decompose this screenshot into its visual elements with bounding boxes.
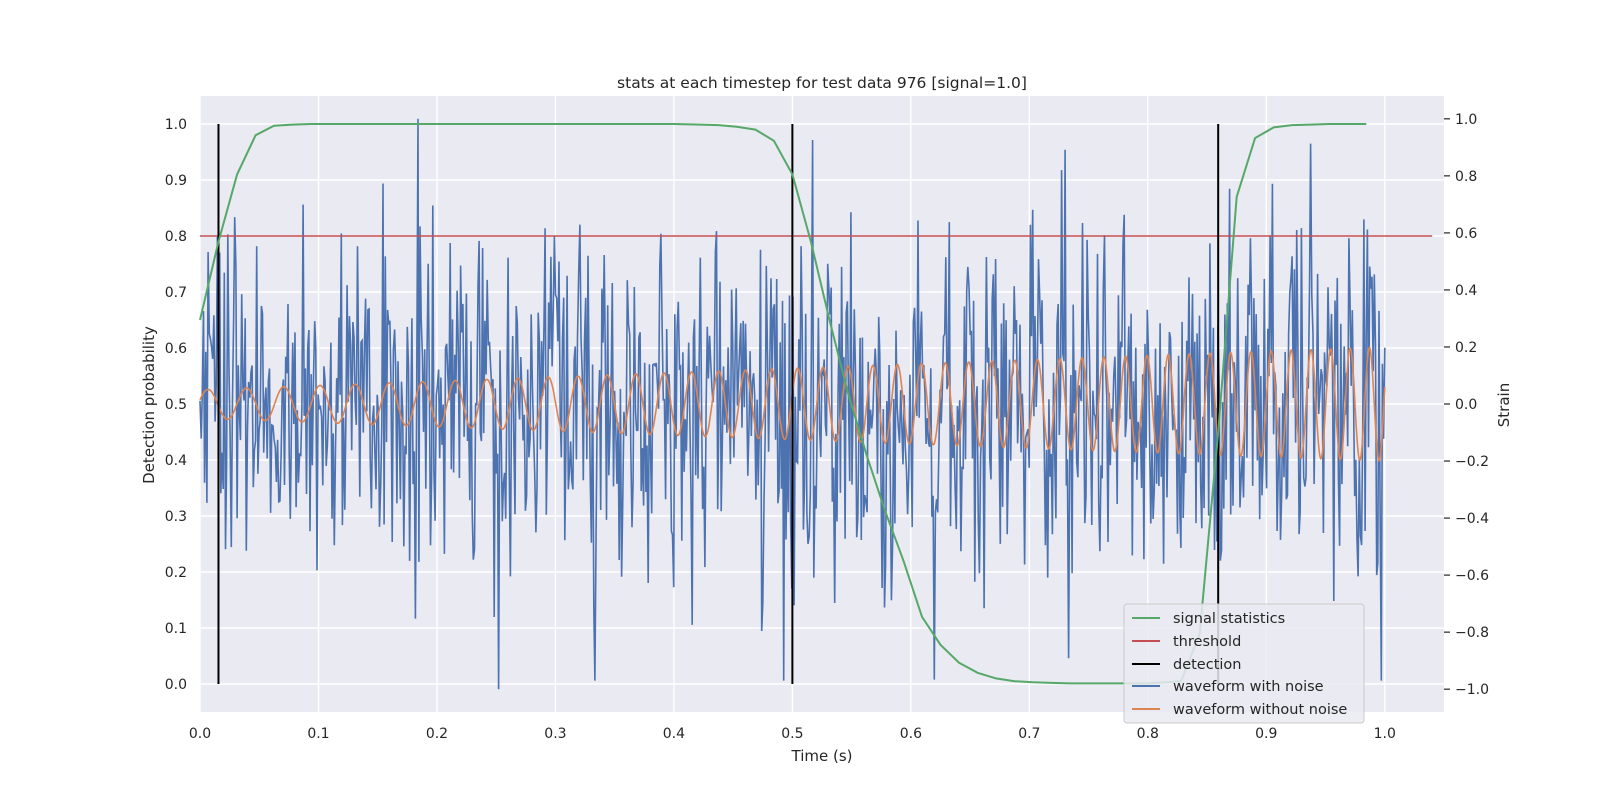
x-axis-title: Time (s): [791, 747, 853, 765]
y-tick-label-right: −0.2: [1455, 454, 1489, 470]
x-tick-label: 0.3: [544, 726, 566, 742]
legend-label-signal-statistics: signal statistics: [1173, 611, 1285, 627]
y-tick-label-right: 0.8: [1455, 169, 1477, 185]
legend-label-detection: detection: [1173, 657, 1241, 673]
y-tick-label-left: 0.8: [165, 229, 187, 245]
x-tick-label: 0.2: [426, 726, 448, 742]
x-tick-label: 0.5: [781, 726, 803, 742]
x-tick-label: 1.0: [1374, 726, 1396, 742]
y-tick-label-left: 0.1: [165, 621, 187, 637]
y-tick-label-right: 0.6: [1455, 226, 1477, 242]
y-tick-label-left: 0.9: [165, 173, 187, 189]
y-tick-label-left: 0.0: [165, 677, 187, 693]
x-tick-label: 0.4: [663, 726, 685, 742]
right-axis-ticks: −1.0 −0.8 −0.6 −0.4 −0.2 0.0 0.2 0.4 0.6 0.8 1.0: [1444, 112, 1489, 698]
x-tick-label: 0.0: [189, 726, 211, 742]
x-tick-label: 0.9: [1255, 726, 1277, 742]
y-tick-label-right: 0.4: [1455, 283, 1477, 299]
series-signal-statistics: [199, 123, 1367, 685]
series-layer: [199, 118, 1433, 690]
legend-label-threshold: threshold: [1173, 634, 1241, 650]
legend-box: [1123, 603, 1365, 724]
y-tick-label-left: 0.5: [165, 397, 187, 413]
x-tick-label: 0.6: [900, 726, 922, 742]
y-tick-label-right: −0.6: [1455, 568, 1489, 584]
y-tick-label-right: 0.2: [1455, 340, 1477, 356]
chart-title: stats at each timestep for test data 976…: [617, 74, 1027, 92]
y-tick-label-right: 0.0: [1455, 397, 1477, 413]
legend-label-waveform-with-noise: waveform with noise: [1173, 679, 1324, 695]
y-tick-label-left: 0.2: [165, 565, 187, 581]
x-tick-label: 0.7: [1018, 726, 1040, 742]
y-tick-label-right: 1.0: [1455, 112, 1477, 128]
y-axis-title-right: Strain: [1495, 383, 1513, 427]
y-axis-title-left: Detection probability: [140, 326, 158, 484]
legend: signal statistics threshold detection wa…: [1123, 603, 1365, 724]
x-tick-label: 0.1: [307, 726, 329, 742]
y-tick-label-left: 0.4: [165, 453, 187, 469]
y-tick-label-right: −1.0: [1455, 682, 1489, 698]
legend-label-waveform-without-noise: waveform without noise: [1173, 702, 1347, 718]
y-tick-label-right: −0.4: [1455, 511, 1489, 527]
y-tick-label-right: −0.8: [1455, 625, 1489, 641]
y-tick-label-left: 0.6: [165, 341, 187, 357]
y-tick-label-left: 1.0: [165, 117, 187, 133]
left-axis-ticks: 0.0 0.1 0.2 0.3 0.4 0.5 0.6 0.7 0.8 0.9 1.0: [165, 117, 187, 693]
bottom-axis-ticks: 0.0 0.1 0.2 0.3 0.4 0.5 0.6 0.7 0.8 0.9 1.0: [189, 726, 1396, 742]
y-tick-label-left: 0.3: [165, 509, 187, 525]
y-tick-label-left: 0.7: [165, 285, 187, 301]
x-tick-label: 0.8: [1137, 726, 1159, 742]
